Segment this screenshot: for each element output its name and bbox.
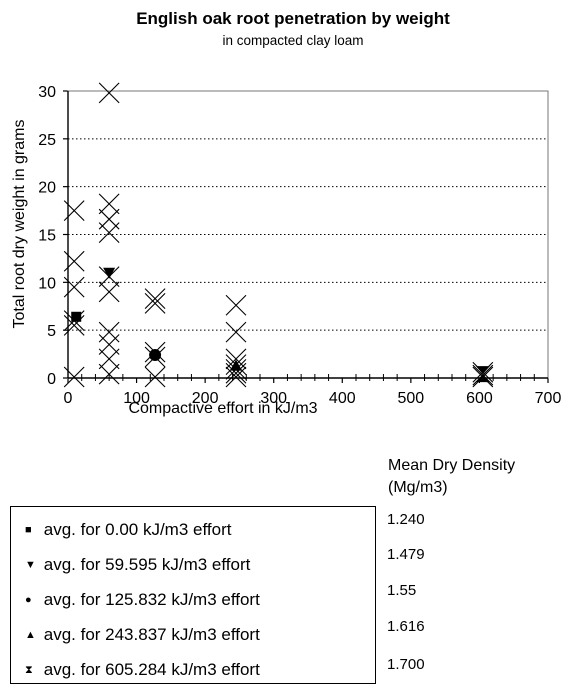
x-marker xyxy=(98,321,120,343)
legend: ■ avg. for 0.00 kJ/m3 effort ▼ avg. for … xyxy=(10,506,376,684)
density-value: 1.700 xyxy=(387,656,425,673)
density-header: Mean Dry Density (Mg/m3) xyxy=(388,455,515,499)
x-tick-label: 500 xyxy=(398,390,425,407)
square-marker xyxy=(71,311,82,322)
x-tick-label: 400 xyxy=(329,390,356,407)
x-marker xyxy=(98,363,120,385)
x-marker xyxy=(63,276,85,298)
square-marker-icon: ■ xyxy=(25,524,32,536)
x-marker xyxy=(98,334,120,355)
x-tick-label: 600 xyxy=(466,390,493,407)
x-tick-label: 300 xyxy=(260,390,287,407)
circle-marker xyxy=(149,349,162,362)
data-points xyxy=(63,82,494,388)
x-marker xyxy=(225,348,247,370)
x-axis-label: Compactive effort in kJ/m3 xyxy=(128,400,317,417)
chart-plot: English oak root penetration by weight i… xyxy=(11,9,561,417)
x-marker xyxy=(63,250,85,272)
y-tick-label: 0 xyxy=(47,371,56,388)
legend-label: avg. for 0.00 kJ/m3 effort xyxy=(43,520,232,539)
x-marker xyxy=(144,292,166,314)
x-marker xyxy=(225,294,247,316)
x-marker xyxy=(63,200,85,221)
x-marker xyxy=(63,366,85,388)
legend-item: ⧗ avg. for 605.284 kJ/m3 effort xyxy=(25,660,260,680)
chart-title: English oak root penetration by weight xyxy=(136,9,450,28)
y-tick-label: 20 xyxy=(38,180,56,197)
legend-item: ▼ avg. for 59.595 kJ/m3 effort xyxy=(25,555,250,575)
gridlines xyxy=(68,90,548,331)
triangle-down-marker-icon: ▼ xyxy=(25,559,36,571)
triangle-up-marker xyxy=(230,359,242,371)
x-marker xyxy=(144,366,166,388)
triangle-up-marker-icon: ▲ xyxy=(25,629,36,641)
legend-item: ● avg. for 125.832 kJ/m3 effort xyxy=(25,590,260,610)
axes xyxy=(63,90,549,383)
circle-marker-icon: ● xyxy=(25,594,32,606)
x-marker xyxy=(98,281,120,303)
y-tick-label: 15 xyxy=(38,228,56,245)
hourglass-marker xyxy=(475,366,490,383)
legend-label: avg. for 125.832 kJ/m3 effort xyxy=(43,590,260,609)
legend-label: avg. for 605.284 kJ/m3 effort xyxy=(43,660,260,679)
legend-item: ▲ avg. for 243.837 kJ/m3 effort xyxy=(25,625,260,645)
hourglass-marker-icon: ⧗ xyxy=(25,664,33,676)
density-value: 1.479 xyxy=(387,546,425,563)
x-marker xyxy=(98,193,120,215)
x-tick-label: 200 xyxy=(192,390,219,407)
chart-subtitle: in compacted clay loam xyxy=(222,33,363,48)
x-marker xyxy=(225,321,247,343)
x-tick-label: 100 xyxy=(123,390,150,407)
x-marker xyxy=(98,222,120,243)
density-value: 1.55 xyxy=(387,582,417,599)
y-tick-label: 10 xyxy=(38,275,56,292)
legend-item: ■ avg. for 0.00 kJ/m3 effort xyxy=(25,520,231,540)
x-marker xyxy=(225,362,247,384)
y-axis-label: Total root dry weight in grams xyxy=(11,120,28,329)
density-header-line-1: Mean Dry Density xyxy=(388,457,516,474)
density-value: 1.240 xyxy=(387,511,425,528)
legend-label: avg. for 59.595 kJ/m3 effort xyxy=(43,555,251,574)
y-tick-label: 25 xyxy=(38,132,56,149)
legend-label: avg. for 243.837 kJ/m3 effort xyxy=(43,625,260,644)
x-marker xyxy=(144,288,166,309)
y-tick-label: 30 xyxy=(38,84,56,101)
density-header-line-2: (Mg/m3) xyxy=(388,479,448,496)
x-marker xyxy=(98,348,120,370)
x-marker xyxy=(225,366,247,388)
x-tick-label: 0 xyxy=(64,390,73,407)
y-tick-label: 5 xyxy=(47,323,56,340)
x-marker xyxy=(98,82,120,104)
density-value: 1.616 xyxy=(387,618,425,635)
triangle-down-marker xyxy=(103,267,116,279)
x-tick-label: 700 xyxy=(535,390,562,407)
